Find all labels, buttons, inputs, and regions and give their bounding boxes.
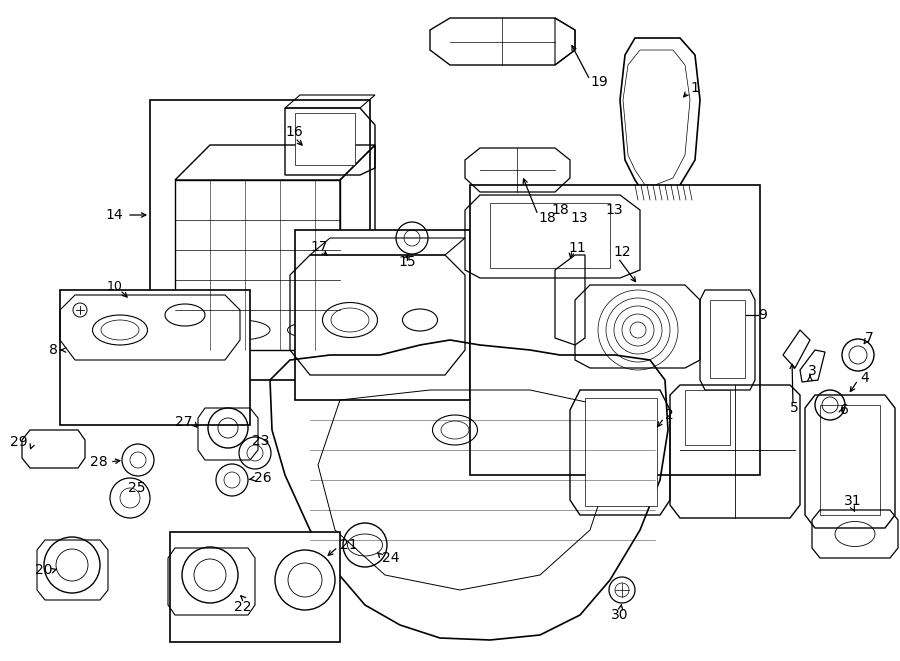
Text: 31: 31 [844, 494, 862, 508]
Text: 5: 5 [790, 401, 799, 415]
Text: 7: 7 [865, 331, 874, 345]
Text: 21: 21 [340, 538, 357, 552]
Text: 27: 27 [175, 415, 192, 429]
Text: 16: 16 [285, 125, 302, 139]
Bar [585, 398, 657, 506]
Text: 2: 2 [665, 408, 674, 422]
Text: 6: 6 [840, 403, 849, 417]
Text: 19: 19 [590, 75, 608, 89]
Bar [295, 113, 355, 165]
Text: 9: 9 [758, 308, 767, 322]
Bar [685, 390, 730, 445]
Text: 30: 30 [611, 608, 629, 622]
Text: 24: 24 [382, 551, 400, 565]
Text: 25: 25 [128, 481, 146, 495]
Bar [295, 230, 470, 400]
Text: 14: 14 [105, 208, 122, 222]
Bar [710, 300, 745, 378]
Text: 26: 26 [254, 471, 272, 485]
Text: 12: 12 [613, 245, 631, 259]
Text: 10: 10 [107, 280, 123, 293]
Text: 23: 23 [252, 434, 269, 448]
Bar [170, 532, 340, 642]
Text: 28: 28 [90, 455, 108, 469]
Text: 11: 11 [568, 241, 586, 255]
Text: 18: 18 [551, 203, 569, 217]
Text: 17: 17 [310, 240, 328, 254]
Text: 13: 13 [570, 211, 588, 225]
Bar [490, 203, 610, 268]
Text: 4: 4 [860, 371, 868, 385]
Text: 1: 1 [690, 81, 699, 95]
Text: 18: 18 [538, 211, 556, 225]
Text: 20: 20 [34, 563, 52, 577]
Bar [820, 405, 880, 515]
Bar [150, 100, 370, 380]
Text: 8: 8 [50, 343, 58, 357]
Text: 3: 3 [808, 364, 817, 378]
Bar [632, 195, 697, 210]
Text: 13: 13 [605, 203, 623, 217]
Text: 22: 22 [234, 600, 252, 614]
Bar [60, 290, 250, 425]
Text: 15: 15 [398, 255, 416, 269]
Text: 29: 29 [11, 435, 28, 449]
Bar [470, 185, 760, 475]
